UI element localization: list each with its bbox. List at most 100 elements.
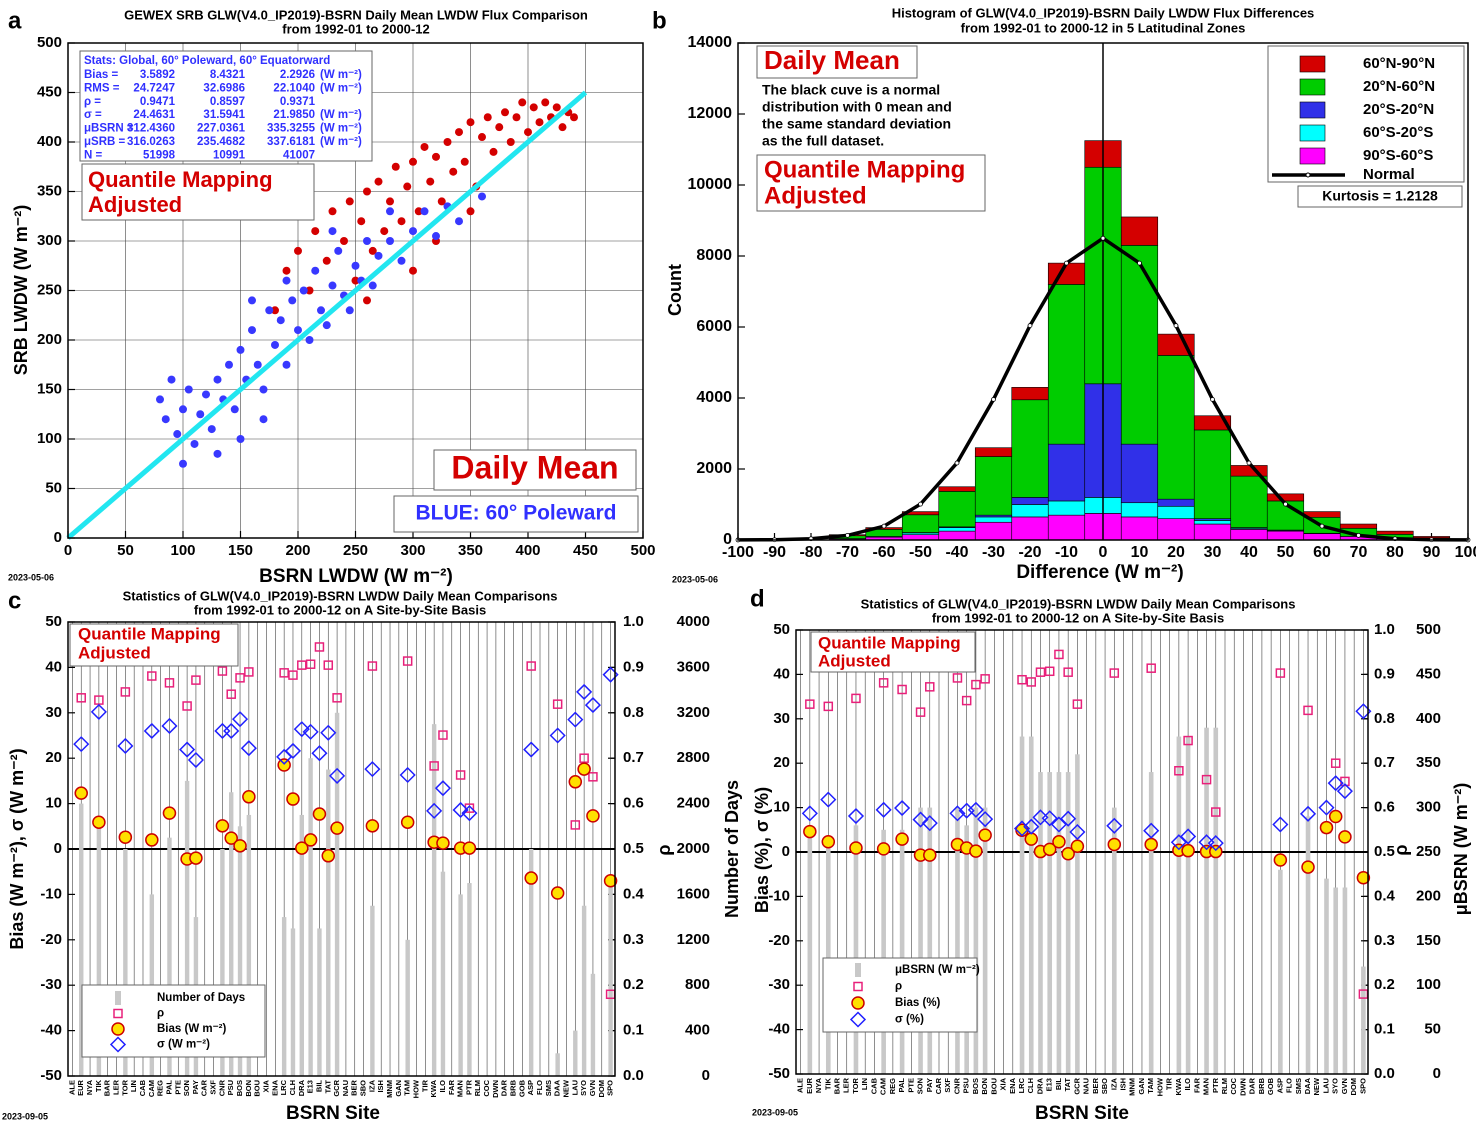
site-circle [400, 815, 415, 829]
legend-swatch [115, 991, 121, 1005]
histogram-bar [1193, 429, 1232, 520]
site-circle [365, 819, 380, 833]
histogram-bar [1193, 415, 1232, 431]
x-tick-label: SXF [943, 1078, 952, 1093]
x-tick-label: TIR [420, 1079, 429, 1092]
histogram-bar [1157, 518, 1195, 541]
site-square [226, 689, 236, 699]
y3-tick-label: 250 [1416, 843, 1441, 860]
x-tick-label: 60 [1313, 544, 1331, 561]
y-tick-label: -50 [40, 1067, 62, 1084]
site-circle [1328, 809, 1343, 824]
annotation: Daily Mean [451, 449, 618, 485]
legend-box [822, 957, 978, 1033]
site-bar [1361, 966, 1366, 1074]
site-circle [1144, 837, 1158, 852]
site-diamond [161, 717, 178, 735]
scatter-point [340, 237, 348, 245]
x-tick-label: 80 [1386, 544, 1404, 561]
panel-label: b [652, 7, 667, 34]
y2-tick-label: 0.2 [1374, 976, 1395, 993]
x-tick-label: SBO [1100, 1078, 1109, 1094]
site-bar [955, 807, 960, 1074]
site-square [1109, 668, 1120, 678]
stats-cell: (W m⁻²) [320, 82, 362, 94]
site-square [579, 753, 589, 763]
site-circle [1024, 832, 1039, 846]
stats-box [79, 50, 373, 162]
y2-tick-label: 1.0 [623, 613, 644, 630]
site-bar [1333, 887, 1339, 1074]
histogram-bar [1230, 529, 1268, 541]
x-tick-label: -60 [872, 544, 895, 561]
histogram-bar [1193, 523, 1232, 541]
site-diamond [977, 811, 994, 828]
site-circle [1209, 844, 1223, 859]
x-tick-label: NEW [561, 1079, 570, 1097]
normal-point [845, 532, 850, 538]
site-square [980, 674, 990, 684]
site-circle [92, 815, 106, 829]
annotation: Quantile Mapping [764, 156, 965, 183]
site-square [961, 695, 972, 706]
site-diamond [426, 802, 443, 819]
x-tick-label: ASP [1275, 1078, 1284, 1093]
site-diamond [1041, 810, 1058, 827]
site-diamond [1143, 822, 1160, 839]
scatter-point [259, 385, 268, 394]
x-tick-label: 40 [1240, 544, 1258, 561]
scatter-point [426, 177, 435, 186]
normal-point [1027, 323, 1033, 328]
normal-point [1319, 523, 1325, 529]
legend-swatch [1299, 124, 1326, 142]
y2-tick-label: 0.0 [1374, 1065, 1395, 1082]
annotation-box [756, 45, 918, 79]
site-bar [608, 883, 613, 1076]
x-tick-label: PTR [464, 1079, 473, 1095]
site-square [1146, 663, 1156, 673]
y-tick-label: -20 [768, 932, 790, 949]
y2-tick-label: 0.8 [623, 704, 644, 721]
scatter-point [437, 197, 446, 206]
histogram-bar [938, 486, 976, 492]
y-tick-label: 400 [37, 133, 62, 150]
site-bar [220, 849, 225, 1076]
site-diamond [461, 805, 478, 822]
plot-frame [67, 42, 644, 539]
legend-label: Number of Days [157, 992, 245, 1004]
scatter-point [420, 142, 429, 151]
x-tick-label: 300 [400, 542, 425, 559]
site-diamond [143, 722, 160, 740]
y-tick-label: 50 [45, 613, 62, 630]
y2-tick-label: 0.9 [623, 658, 644, 675]
annotation: Adjusted [88, 192, 182, 217]
x-tick-label: TOR [120, 1079, 129, 1095]
site-bar [1213, 727, 1219, 1074]
y-tick-label: 0 [54, 840, 62, 857]
site-square [217, 666, 228, 676]
site-circle [1273, 853, 1288, 867]
y-tick-label: 0 [723, 531, 732, 548]
site-circle [550, 886, 565, 900]
x-tick-label: GAN [394, 1080, 403, 1097]
site-bar [1111, 807, 1117, 1074]
site-bar [1056, 772, 1062, 1074]
y2-tick-label: 0.0 [623, 1067, 644, 1084]
x-tick-label: PAL [164, 1080, 173, 1095]
scatter-point [351, 276, 360, 285]
site-bar [458, 894, 463, 1076]
x-tick-label: BOS [971, 1078, 980, 1094]
stats-cell: (W m⁻²) [320, 136, 362, 148]
y-tick-label: -40 [768, 1021, 790, 1038]
x-tick-label: PTR [1211, 1077, 1220, 1093]
x-tick-label: DAA [553, 1079, 562, 1096]
x-tick-label: 50 [117, 542, 134, 559]
x-axis-label: BSRN Site [286, 1103, 380, 1123]
histogram-bar [901, 534, 940, 541]
stats-cell: 316.0263 [127, 136, 175, 148]
legend-swatch [853, 981, 863, 992]
site-circle [1181, 843, 1195, 858]
normal-point [991, 397, 996, 402]
scatter-point [248, 326, 256, 335]
y-tick-label: 20 [45, 749, 62, 766]
